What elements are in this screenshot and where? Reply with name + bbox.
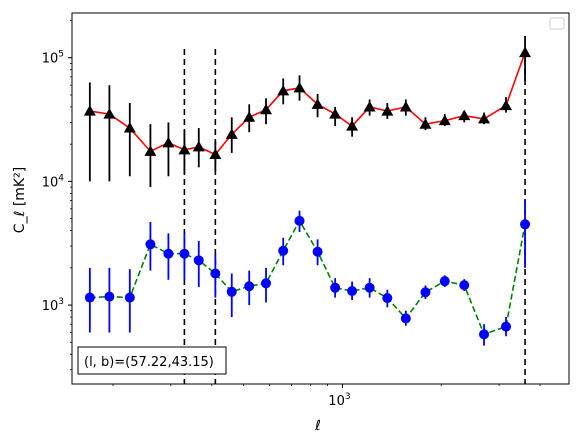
- series-0-point-15: [346, 120, 359, 131]
- annotation-text: (l, b)=(57.22,43.15): [84, 355, 214, 370]
- series-0-point-19: [419, 118, 432, 129]
- y-tick-label-0: 103: [42, 297, 64, 314]
- series-0-point-0: [83, 105, 96, 116]
- series-0-point-18: [399, 100, 412, 112]
- series-0-point-5: [178, 143, 191, 155]
- series-0: [83, 35, 532, 188]
- series-1-point-9: [244, 281, 255, 292]
- series-1-point-11: [278, 245, 289, 256]
- legend-box: [549, 17, 565, 30]
- series-1-point-5: [179, 248, 190, 259]
- series-0-point-10: [260, 103, 273, 115]
- series-0-point-24: [519, 46, 532, 58]
- series-1-point-14: [330, 282, 341, 293]
- series-1-point-8: [226, 286, 237, 297]
- series-1-point-18: [400, 313, 411, 324]
- series-0-point-23: [500, 99, 513, 111]
- series-1-point-20: [439, 276, 450, 287]
- series-1-point-15: [347, 285, 358, 296]
- series-0-point-12: [293, 81, 306, 93]
- series-1-point-3: [145, 239, 156, 250]
- series-1-point-16: [364, 282, 375, 293]
- series-1: [84, 199, 531, 346]
- series-1-point-24: [520, 219, 531, 230]
- series-1-point-21: [459, 280, 470, 291]
- series-0-point-14: [329, 108, 342, 119]
- series-0-point-9: [243, 111, 256, 122]
- series-0-point-2: [123, 122, 136, 133]
- series-0-point-11: [277, 84, 290, 96]
- series-1-point-6: [193, 255, 204, 266]
- series-1-point-4: [163, 248, 174, 259]
- plot-area: [72, 13, 569, 384]
- series-1-point-12: [294, 215, 305, 226]
- series-0-point-22: [478, 112, 491, 124]
- series-1-point-17: [382, 293, 393, 304]
- series-1-point-0: [84, 292, 95, 303]
- series-1-point-23: [501, 321, 512, 332]
- y-tick-label-2: 105: [42, 50, 64, 67]
- series-1-point-7: [210, 268, 221, 279]
- x-tick-label-0: 103: [328, 392, 350, 409]
- series-1-point-10: [261, 278, 272, 289]
- series-0-point-4: [162, 136, 175, 148]
- series-layer: [83, 35, 532, 346]
- y-axis-label: C_ℓ [mK²]: [12, 167, 28, 233]
- series-0-point-21: [458, 109, 471, 121]
- series-1-point-22: [479, 329, 490, 340]
- y-tick-label-1: 104: [42, 173, 65, 190]
- plot-frame: [71, 12, 570, 385]
- series-0-point-8: [225, 128, 238, 139]
- series-0-point-17: [381, 105, 394, 116]
- vertical-marker-lines: [183, 49, 526, 384]
- x-axis-label: ℓ: [314, 418, 321, 434]
- series-1-point-1: [104, 291, 115, 302]
- series-1-point-19: [420, 287, 431, 298]
- annotation-box: (l, b)=(57.22,43.15): [77, 346, 227, 375]
- series-0-point-20: [438, 114, 451, 126]
- series-0-point-13: [311, 98, 324, 109]
- series-0-point-16: [363, 100, 376, 112]
- series-0-point-3: [144, 145, 157, 156]
- series-0-point-1: [103, 108, 116, 119]
- series-0-point-7: [209, 148, 222, 160]
- series-0-point-6: [192, 140, 205, 152]
- series-1-point-13: [312, 246, 323, 257]
- series-1-point-2: [124, 292, 135, 303]
